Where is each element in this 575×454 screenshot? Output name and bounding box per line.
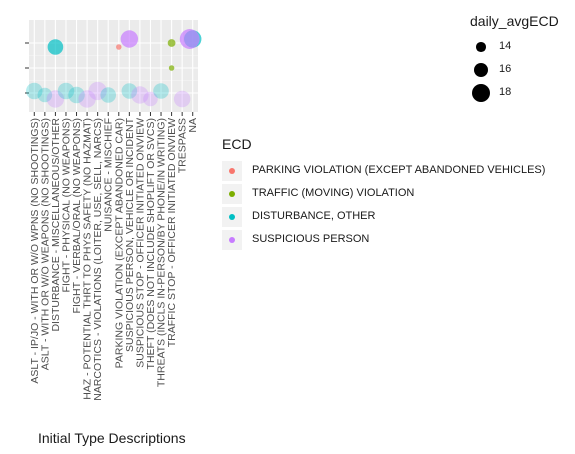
color-legend-title: ECD: [222, 136, 252, 152]
data-point: [167, 39, 176, 47]
x-tick-label: NARCOTICS - VIOLATIONS (LOITER, USE, SEL…: [92, 118, 104, 401]
size-legend-key: [470, 36, 492, 58]
data-point: [143, 91, 158, 107]
color-legend-key: [222, 207, 242, 227]
color-legend-dot: [229, 191, 235, 197]
color-legend-dot: [229, 168, 235, 174]
size-legend-label: 18: [499, 86, 512, 98]
data-point: [120, 30, 139, 48]
x-tick-label: THEFT (DOES NOT INCLUDE SHOPLIFT OR SVCS…: [145, 118, 157, 369]
color-legend-label: SUSPICIOUS PERSON: [252, 233, 370, 245]
x-tick-label: TRESPASS: [177, 118, 189, 173]
x-tick-label: NA: [187, 118, 199, 133]
x-tick-label: THREATS (INCLS IN-PERSON/BY PHONE/IN WRI…: [156, 118, 168, 387]
data-point: [26, 82, 43, 100]
x-tick-label: PARKING VIOLATION (EXCEPT ABANDONED CAR): [113, 118, 125, 368]
color-legend-key: [222, 161, 242, 181]
data-point: [116, 44, 122, 50]
data-point: [173, 90, 191, 108]
x-tick-label: NUISANCE - MISCHIEF: [103, 118, 115, 232]
x-tick-label: FIGHT - VERBAL/ORAL (NO WEAPONS): [71, 118, 83, 313]
data-point: [37, 87, 53, 103]
size-legend-key: [470, 59, 492, 81]
color-legend-key: [222, 184, 242, 204]
color-legend-label: DISTURBANCE, OTHER: [252, 210, 376, 222]
data-point: [168, 65, 175, 71]
x-tick-label: FIGHT - PHYSICAL (NO WEAPONS): [60, 118, 72, 292]
color-legend-label: TRAFFIC (MOVING) VIOLATION: [252, 187, 415, 199]
data-point: [68, 86, 85, 104]
x-tick-label: SUSPICIOUS PERSON, VEHICLE OR INCIDENT: [124, 117, 136, 352]
size-legend-dot: [473, 62, 489, 78]
size-legend-label: 14: [499, 40, 512, 52]
data-point: [57, 82, 75, 100]
size-legend-title: daily_avgECD: [470, 13, 559, 29]
data-point: [100, 87, 117, 103]
x-tick-label: ASLT - WITH OR W/O WEAPONS (NO SHOOTINGS…: [39, 118, 51, 370]
data-point: [179, 29, 200, 49]
size-legend-label: 16: [499, 63, 512, 75]
data-point: [88, 81, 107, 101]
color-legend-dot: [229, 214, 235, 220]
data-point: [121, 83, 138, 99]
data-point: [153, 83, 169, 99]
x-tick-label: SUSPICIOUS STOP - OFFICER INITIATED ONVI…: [134, 118, 146, 368]
x-tick-label: DISTURBANCE - MISCELLANEOUS/OTHER: [50, 118, 62, 332]
color-legend-key: [222, 230, 242, 250]
data-point: [131, 86, 149, 104]
x-tick-label: ASLT - IP/JO - WITH OR W/O WPNS (NO SHOO…: [29, 118, 41, 384]
x-axis-title: Initial Type Descriptions: [38, 430, 186, 446]
x-tick-label: HAZ - POTENTIAL THRT TO PHYS SAFETY (NO …: [82, 118, 94, 400]
data-point: [78, 90, 96, 108]
size-legend-dot: [471, 83, 491, 103]
x-tick-label: TRAFFIC STOP - OFFICER INITIATED ONVIEW: [166, 118, 178, 347]
data-point: [46, 90, 65, 108]
size-legend-dot: [476, 42, 486, 52]
color-legend-dot: [229, 237, 235, 243]
data-point: [47, 39, 64, 55]
color-legend-label: PARKING VIOLATION (EXCEPT ABANDONED VEHI…: [252, 164, 546, 176]
size-legend-key: [470, 82, 492, 104]
